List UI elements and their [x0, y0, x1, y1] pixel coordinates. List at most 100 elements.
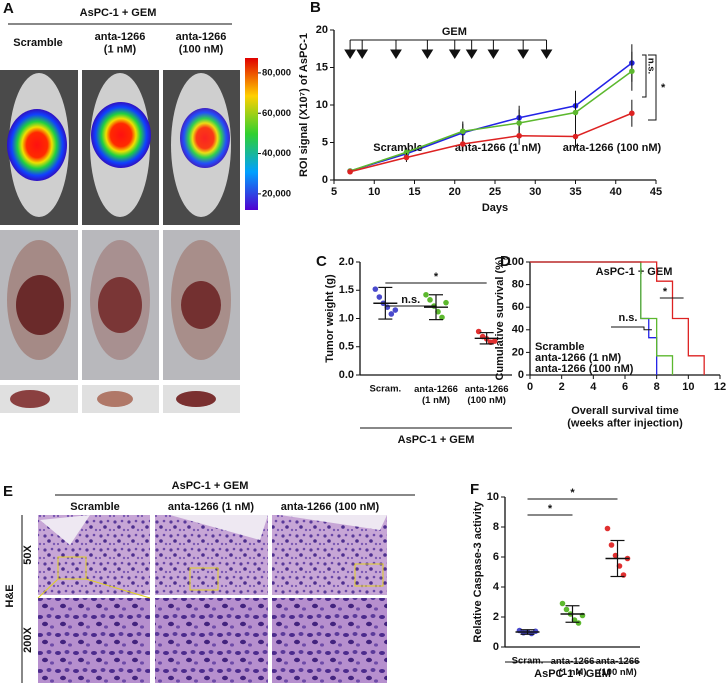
significance-bracket: [642, 54, 647, 98]
y-tick-label: 2: [493, 611, 499, 623]
data-point: [460, 141, 466, 147]
y-tick-label: 15: [316, 61, 328, 73]
dosing-arrow: [421, 40, 434, 59]
colorbar-label: 60,000: [262, 108, 291, 119]
chart-title: AsPC-1 + GEM: [596, 266, 673, 278]
data-point: [439, 314, 445, 321]
column-label: anta-1266 (1 nM): [95, 31, 146, 56]
y-tick-label: 80: [512, 279, 524, 291]
x-tick-label: 5: [331, 186, 337, 198]
x-tick-label: 20: [449, 186, 461, 198]
column-label: anta-1266 (1 nM): [168, 501, 255, 513]
y-tick-label: 40: [512, 324, 524, 336]
group-label: AsPC-1 + GEM: [398, 434, 475, 446]
significance-label: *: [434, 271, 439, 283]
group-label: AsPC-1 + GEM: [80, 7, 157, 19]
data-point: [572, 109, 579, 116]
y-tick-label: 0: [493, 641, 499, 653]
y-tick-label: 4: [493, 581, 500, 593]
data-point: [347, 168, 353, 175]
data-point: [629, 68, 635, 75]
colorbar-label: 40,000: [262, 148, 291, 159]
x-tick-label: 10: [682, 381, 694, 393]
x-tick-label: anta-1266 (1 nM): [551, 656, 595, 678]
x-tick-label: anta-1266 (100 nM): [465, 384, 509, 406]
survival-curve: [530, 261, 705, 375]
x-axis-label: Days: [482, 202, 508, 214]
x-tick-label: 4: [590, 381, 597, 393]
data-point: [376, 294, 383, 300]
y-axis-label: Cumulative survival (%): [494, 256, 506, 380]
series-line: [349, 112, 633, 173]
panel-letter: F: [470, 481, 479, 498]
legend-label: anta-1266 (100 nM): [535, 363, 634, 375]
x-tick-label: anta-1266 (100 nM): [596, 656, 640, 678]
data-point: [372, 286, 379, 292]
dosing-arrow: [465, 40, 478, 59]
significance-label: *: [570, 487, 575, 499]
series-line: [349, 70, 633, 172]
data-point: [516, 132, 522, 139]
dosing-arrow: [487, 40, 500, 59]
data-point: [423, 291, 429, 298]
panel-letter: D: [500, 253, 511, 270]
x-tick-label: 12: [714, 381, 726, 393]
dosing-arrow: [540, 40, 553, 59]
significance-label: *: [661, 82, 666, 94]
data-point: [608, 542, 615, 548]
data-point: [460, 128, 466, 135]
stain-label: H&E: [4, 584, 16, 607]
x-tick-label: 0: [527, 381, 533, 393]
y-tick-label: 8: [493, 521, 499, 533]
x-tick-label: 40: [610, 186, 622, 198]
y-tick-label: 0.5: [339, 341, 354, 353]
panel-letter: C: [316, 253, 327, 270]
legend-label: anta-1266 (100 nM): [563, 142, 662, 154]
data-point: [443, 299, 449, 306]
panel-a-images: [0, 58, 258, 413]
significance-label: *: [663, 286, 668, 298]
significance-bracket: [611, 326, 652, 331]
y-axis-label: ROI signal (X10⁷) of AsPC-1: [298, 33, 310, 177]
significance-bracket: [648, 54, 657, 121]
row-label: 50X: [22, 545, 34, 565]
colorbar-label: 80,000: [262, 67, 291, 78]
significance-label: n.s.: [401, 294, 420, 306]
dosing-arrow: [344, 40, 357, 59]
y-tick-label: 5: [322, 136, 328, 148]
dosing-arrow: [517, 40, 530, 59]
legend-label: anta-1266 (1 nM): [455, 142, 542, 154]
dosing-arrow: [448, 40, 461, 59]
row-label: 200X: [22, 626, 34, 652]
significance-label: n.s.: [619, 312, 638, 324]
significance-label: *: [548, 503, 553, 515]
x-tick-label: Scram.: [512, 656, 544, 667]
data-point: [427, 297, 433, 303]
y-tick-label: 0: [322, 174, 328, 186]
y-tick-label: 1.5: [339, 284, 354, 296]
column-label: Scramble: [70, 501, 120, 513]
data-point: [604, 525, 611, 532]
x-tick-label: anta-1266 (1 nM): [414, 384, 458, 406]
panel-e-images: [37, 515, 387, 683]
y-tick-label: 2.0: [339, 256, 354, 268]
column-label: anta-1266 (100 nM): [176, 31, 227, 56]
x-tick-label: 25: [489, 186, 501, 198]
panel-letter: A: [3, 0, 14, 17]
data-point: [563, 606, 570, 613]
y-axis-label: Tumor weight (g): [324, 274, 336, 363]
data-point: [559, 600, 566, 607]
panel-letter: B: [310, 0, 321, 16]
x-tick-label: 35: [569, 186, 581, 198]
dosing-label: GEM: [442, 26, 467, 38]
data-point: [629, 110, 635, 117]
x-tick-label: 30: [529, 186, 541, 198]
group-label: AsPC-1 + GEM: [172, 480, 249, 492]
y-tick-label: 0.0: [339, 369, 354, 381]
data-point: [575, 620, 582, 626]
data-point: [388, 311, 395, 317]
x-tick-label: 8: [654, 381, 660, 393]
colorbar-label: 20,000: [262, 188, 291, 199]
legend-label: Scramble: [535, 341, 585, 353]
